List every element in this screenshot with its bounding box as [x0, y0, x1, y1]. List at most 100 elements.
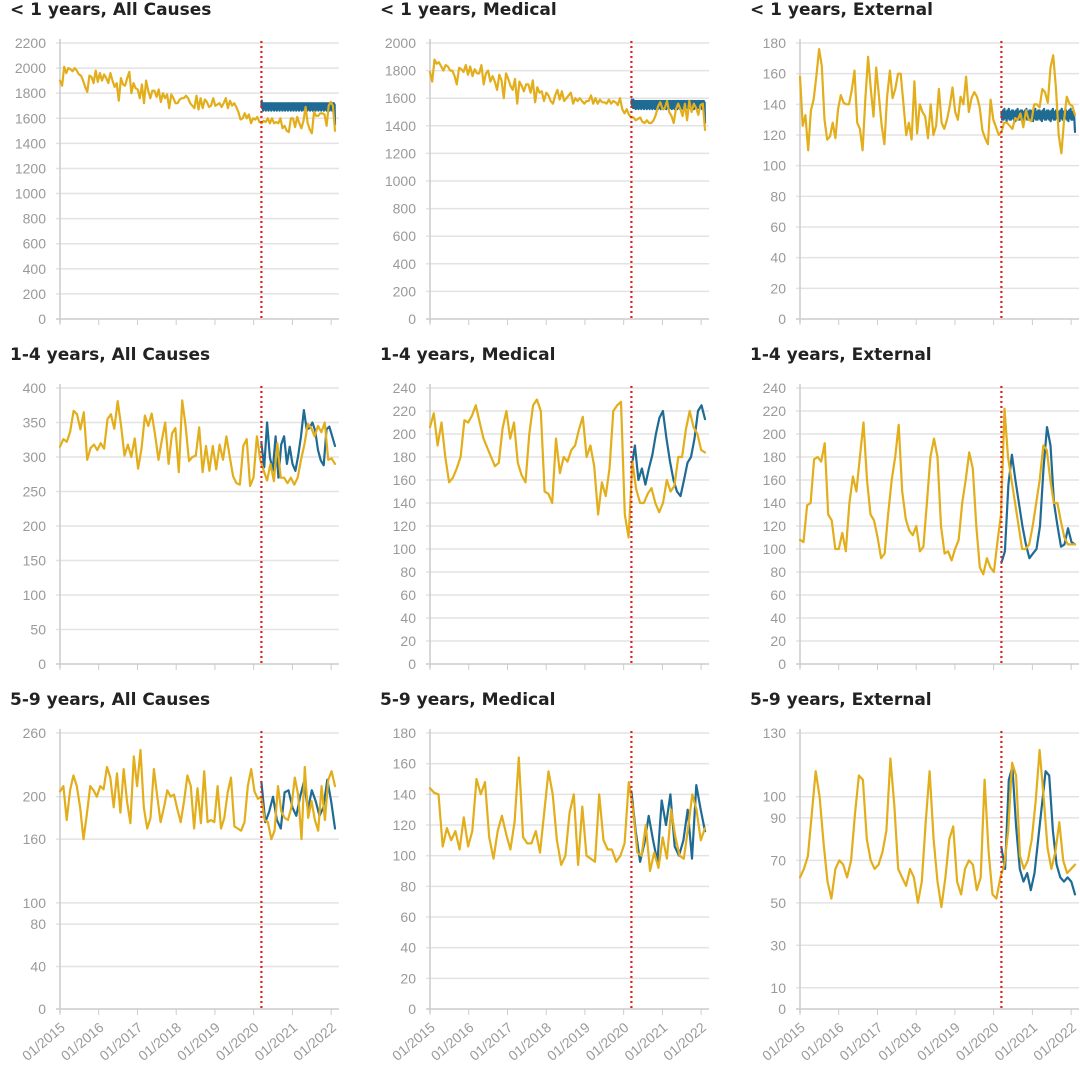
x-tick-label: 01/2019 [174, 1019, 223, 1064]
x-tick-label: 01/2022 [1030, 1019, 1079, 1064]
y-tick-label: 100 [23, 587, 47, 603]
y-tick-label: 400 [23, 261, 47, 277]
y-tick-label: 80 [770, 564, 786, 580]
y-tick-label: 140 [393, 786, 417, 802]
chart-panel: 5-9 years, All Causes 0 40 80 100 160 200 260 01… [0, 690, 360, 1080]
y-tick-label: 0 [38, 311, 46, 327]
y-tick-label: 1000 [15, 186, 46, 202]
chart-plot: 0 20 40 60 80 100 120 140 160 180 200 220 240 [763, 380, 1079, 672]
y-tick-label: 200 [23, 789, 47, 805]
y-tick-label: 1600 [15, 110, 46, 126]
x-tick-label: 01/2018 [875, 1019, 924, 1064]
x-tick-label: 01/2018 [505, 1019, 554, 1064]
y-tick-label: 140 [763, 495, 787, 511]
actual-series-line [58, 399, 337, 488]
y-tick-label: 800 [393, 201, 417, 217]
y-tick-label: 150 [23, 553, 47, 569]
chart-panel: 5-9 years, Medical 0 20 40 60 80 100 120 140 160 1… [370, 690, 730, 1080]
y-tick-label: 80 [30, 916, 46, 932]
chart-title: 1-4 years, Medical [380, 345, 556, 365]
actual-series-line [428, 58, 707, 131]
y-tick-label: 1200 [15, 160, 46, 176]
y-tick-label: 80 [400, 564, 416, 580]
y-tick-label: 60 [400, 909, 416, 925]
y-tick-label: 80 [770, 188, 786, 204]
y-tick-label: 120 [763, 518, 787, 534]
y-tick-label: 60 [400, 587, 416, 603]
y-tick-label: 0 [408, 1001, 416, 1017]
y-tick-label: 140 [763, 96, 787, 112]
actual-series-line [58, 65, 337, 135]
chart-title: < 1 years, All Causes [10, 0, 212, 20]
x-tick-label: 01/2021 [991, 1019, 1040, 1064]
y-tick-label: 350 [23, 415, 47, 431]
y-tick-label: 50 [770, 895, 786, 911]
y-tick-label: 180 [763, 35, 787, 51]
y-tick-label: 600 [393, 228, 417, 244]
chart-title: 5-9 years, External [750, 690, 932, 710]
chart-panel: 5-9 years, External 0 10 30 50 70 90 100 130 01/2… [740, 690, 1080, 1080]
y-tick-label: 220 [393, 403, 417, 419]
x-tick-label: 01/2017 [466, 1019, 515, 1064]
x-tick-label: 01/2015 [19, 1019, 68, 1064]
chart-title: < 1 years, Medical [380, 0, 557, 20]
y-tick-label: 400 [393, 256, 417, 272]
x-tick-label: 01/2015 [759, 1019, 808, 1064]
actual-series-line [428, 398, 707, 539]
y-tick-label: 20 [770, 633, 786, 649]
y-tick-label: 40 [30, 959, 46, 975]
y-tick-label: 20 [400, 633, 416, 649]
y-tick-label: 1600 [385, 90, 416, 106]
x-tick-label: 01/2020 [213, 1019, 262, 1064]
x-tick-label: 01/2016 [58, 1019, 107, 1064]
y-tick-label: 100 [763, 789, 787, 805]
y-tick-label: 1200 [385, 145, 416, 161]
y-tick-label: 240 [393, 380, 417, 396]
y-tick-label: 2000 [385, 35, 416, 51]
y-tick-label: 1000 [385, 173, 416, 189]
y-tick-label: 180 [393, 449, 417, 465]
y-tick-label: 100 [763, 541, 787, 557]
y-tick-label: 100 [23, 895, 47, 911]
y-tick-label: 0 [778, 1001, 786, 1017]
y-tick-label: 260 [23, 725, 47, 741]
chart-plot: 0408010016020026001/201501/201601/201701… [19, 725, 339, 1064]
y-tick-label: 0 [778, 656, 786, 672]
y-tick-label: 100 [393, 541, 417, 557]
y-tick-label: 180 [763, 449, 787, 465]
y-tick-label: 250 [23, 484, 47, 500]
y-tick-label: 100 [763, 158, 787, 174]
y-tick-label: 200 [393, 283, 417, 299]
y-tick-label: 100 [393, 848, 417, 864]
y-tick-label: 400 [23, 380, 47, 396]
chart-panel: 1-4 years, All Causes 0 50 100 150 200 250 300 3… [0, 345, 360, 690]
y-tick-label: 20 [400, 970, 416, 986]
actual-series-line [428, 756, 707, 873]
actual-series-line [798, 407, 1077, 576]
y-tick-label: 0 [408, 656, 416, 672]
actual-series-line [798, 748, 1077, 909]
y-tick-label: 1400 [15, 135, 46, 151]
y-tick-label: 160 [23, 831, 47, 847]
y-tick-label: 800 [23, 211, 47, 227]
y-tick-label: 2200 [15, 35, 46, 51]
y-tick-label: 1800 [15, 85, 46, 101]
x-tick-label: 01/2016 [428, 1019, 477, 1064]
y-tick-label: 120 [393, 817, 417, 833]
y-tick-label: 40 [770, 610, 786, 626]
y-tick-label: 200 [763, 426, 787, 442]
expected-series-line [260, 408, 337, 479]
y-tick-label: 120 [393, 518, 417, 534]
chart-panel: 1-4 years, External 0 20 40 60 80 100 120 140 160… [740, 345, 1080, 690]
expected-series-line [1000, 107, 1077, 133]
y-tick-label: 90 [770, 810, 786, 826]
x-tick-label: 01/2020 [583, 1019, 632, 1064]
y-tick-label: 200 [23, 286, 47, 302]
y-tick-label: 220 [763, 403, 787, 419]
x-tick-label: 01/2019 [544, 1019, 593, 1064]
chart-plot: 0 200 400 600 800 1000 1200 1400 1600 1800 2000 220… [15, 35, 339, 327]
x-tick-label: 01/2020 [953, 1019, 1002, 1064]
x-tick-label: 01/2021 [621, 1019, 670, 1064]
x-tick-label: 01/2017 [836, 1019, 885, 1064]
actual-series-line [798, 47, 1077, 155]
